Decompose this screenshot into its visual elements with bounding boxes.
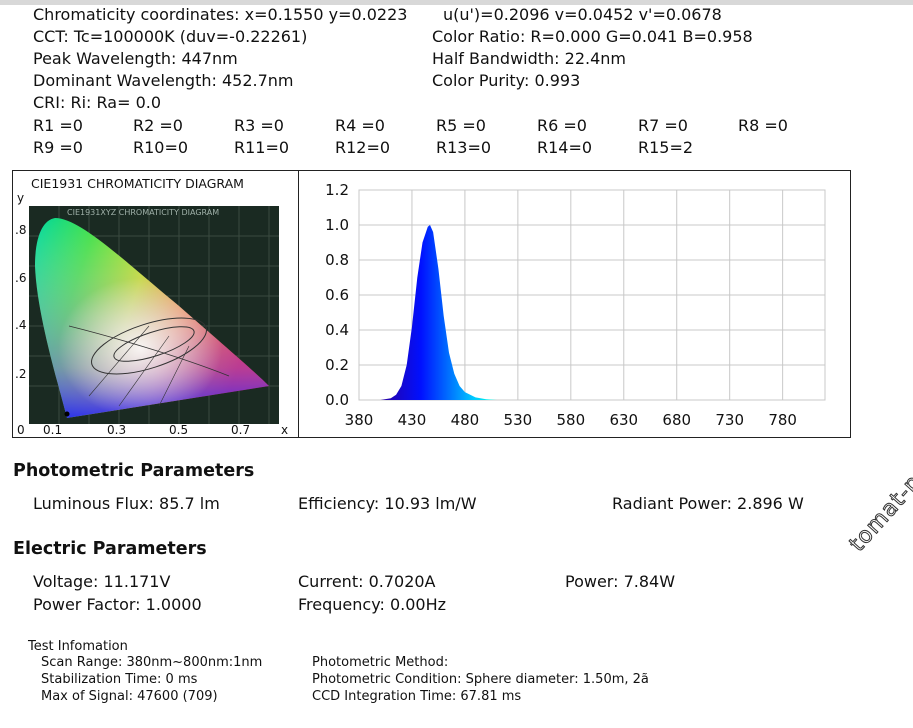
r-value: R11=0 [234,138,290,157]
y-tick-label: 1.2 [325,181,349,199]
color-purity: Color Purity: 0.993 [432,71,581,90]
x-tick-label: 430 [398,411,427,429]
cie-inner-title: CIE1931XYZ CHROMATICITY DIAGRAM [67,208,220,217]
r-value: R5 =0 [436,116,486,135]
r-value: R14=0 [537,138,593,157]
spectrum-area [359,225,804,400]
y-tick-label: 0.4 [325,321,349,339]
photometric-heading: Photometric Parameters [13,461,255,481]
r-value: R8 =0 [738,116,788,135]
scan-range: Scan Range: 380nm~800nm:1nm [41,655,263,670]
cie-x-axis-label: x [281,423,289,437]
r-value: R12=0 [335,138,391,157]
diagram-panel: CIE1931 CHROMATICITY DIAGRAM y .8 .6 .4 … [12,170,851,438]
r-value: R15=2 [638,138,694,157]
x-tick-label: 580 [556,411,585,429]
r-value: R10=0 [133,138,189,157]
cie-chromaticity-diagram: CIE1931XYZ CHROMATICITY DIAGRAM [29,206,279,424]
cie-diagram-title: CIE1931 CHROMATICITY DIAGRAM [31,176,244,191]
cie-y-tick: .4 [15,318,27,332]
chromaticity-coordinates: Chromaticity coordinates: x=0.1550 y=0.0… [33,5,408,24]
cie-y-tick: .8 [15,223,27,237]
cri: CRI: Ri: Ra= 0.0 [33,93,162,112]
y-tick-label: 0.0 [325,391,349,409]
r-value: R7 =0 [638,116,688,135]
r-value: R13=0 [436,138,492,157]
frequency: Frequency: 0.00Hz [298,595,447,614]
photometric-condition: Photometric Condition: Sphere diameter: … [312,672,649,687]
test-info-heading: Test Infomation [28,639,128,654]
spectrum-chart: 380 430 480 530 580 630 680 730 780 0.0 0.2 0.4 0.6 0… [325,181,826,429]
ccd-integration-time: CCD Integration Time: 67.81 ms [312,689,522,704]
plot-frame [358,189,826,401]
cie-x-tick: 0.3 [107,423,127,437]
x-tick-label: 380 [345,411,374,429]
r-value: R1 =0 [33,116,83,135]
y-tick-label: 1.0 [325,216,349,234]
cct: CCT: Tc=100000K (duv=-0.22261) [33,27,308,46]
color-ratio: Color Ratio: R=0.000 G=0.041 B=0.958 [432,27,753,46]
x-tick-label: 530 [504,411,533,429]
power-factor: Power Factor: 1.0000 [33,595,202,614]
dominant-wavelength: Dominant Wavelength: 452.7nm [33,71,294,90]
cie-y-tick: .6 [15,271,27,285]
peak-wavelength: Peak Wavelength: 447nm [33,49,238,68]
radiant-power: Radiant Power: 2.896 W [612,494,804,513]
cie-x-tick: 0.7 [231,423,251,437]
watermark: tomat-pomidor.com [844,366,913,558]
x-tick-label: 680 [662,411,691,429]
panel-divider [298,171,299,437]
cie-y-axis-label: y [17,191,25,205]
x-tick-label: 630 [609,411,638,429]
r-value: R3 =0 [234,116,284,135]
uv-coordinates: u(u')=0.2096 v=0.0452 v'=0.0678 [443,5,722,24]
x-tick-label: 780 [768,411,797,429]
photometric-method: Photometric Method: [312,655,449,670]
y-tick-label: 0.6 [325,286,349,304]
max-signal: Max of Signal: 47600 (709) [41,689,218,704]
x-tick-label: 480 [451,411,480,429]
voltage: Voltage: 11.171V [33,572,171,591]
stabilization-time: Stabilization Time: 0 ms [41,672,198,687]
r-value: R9 =0 [33,138,83,157]
current: Current: 0.7020A [298,572,436,591]
r-value: R4 =0 [335,116,385,135]
cie-x-tick: 0 [17,423,25,437]
efficiency: Efficiency: 10.93 lm/W [298,494,477,513]
top-border [0,0,913,5]
cie-horseshoe [29,206,279,424]
y-tick-label: 0.2 [325,356,349,374]
cie-x-tick: 0.5 [169,423,189,437]
r-value: R2 =0 [133,116,183,135]
r-value: R6 =0 [537,116,587,135]
y-tick-label: 0.8 [325,251,349,269]
x-tick-label: 730 [715,411,744,429]
power: Power: 7.84W [565,572,676,591]
electric-heading: Electric Parameters [13,539,207,559]
luminous-flux: Luminous Flux: 85.7 lm [33,494,220,513]
cie-measured-point [64,411,70,417]
cie-y-tick: .2 [15,367,27,381]
cie-x-tick: 0.1 [43,423,63,437]
half-bandwidth: Half Bandwidth: 22.4nm [432,49,627,68]
